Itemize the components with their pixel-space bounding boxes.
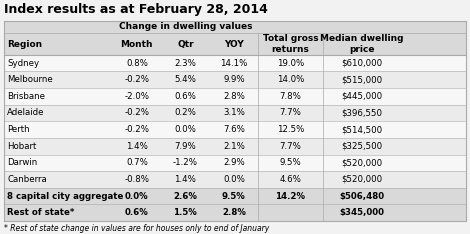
- Text: 5.4%: 5.4%: [174, 75, 196, 84]
- Text: Qtr: Qtr: [177, 40, 194, 48]
- Text: Melbourne: Melbourne: [7, 75, 53, 84]
- Text: -0.8%: -0.8%: [125, 175, 149, 184]
- Text: 2.8%: 2.8%: [222, 208, 246, 217]
- Text: 1.4%: 1.4%: [174, 175, 196, 184]
- Bar: [4, 55, 466, 71]
- Text: 2.3%: 2.3%: [174, 58, 196, 68]
- Text: -0.2%: -0.2%: [125, 108, 149, 117]
- Bar: [4, 88, 466, 105]
- Bar: [4, 33, 466, 55]
- Bar: [4, 21, 466, 221]
- Text: 7.9%: 7.9%: [174, 142, 196, 151]
- Text: 7.8%: 7.8%: [280, 92, 301, 101]
- Text: Canberra: Canberra: [7, 175, 47, 184]
- Bar: [4, 21, 466, 33]
- Text: 9.5%: 9.5%: [222, 192, 246, 201]
- Text: YOY: YOY: [224, 40, 244, 48]
- Text: Sydney: Sydney: [7, 58, 39, 68]
- Text: $520,000: $520,000: [342, 175, 383, 184]
- Text: 0.7%: 0.7%: [126, 158, 148, 167]
- Text: -1.2%: -1.2%: [173, 158, 198, 167]
- Text: 19.0%: 19.0%: [277, 58, 304, 68]
- Text: Rest of state*: Rest of state*: [7, 208, 74, 217]
- Bar: [4, 138, 466, 154]
- Text: 14.1%: 14.1%: [220, 58, 248, 68]
- Text: 8 capital city aggregate: 8 capital city aggregate: [7, 192, 123, 201]
- Text: -2.0%: -2.0%: [125, 92, 149, 101]
- Text: 0.6%: 0.6%: [174, 92, 196, 101]
- Text: $515,000: $515,000: [342, 75, 383, 84]
- Text: Region: Region: [7, 40, 42, 48]
- Text: Month: Month: [121, 40, 153, 48]
- Text: Brisbane: Brisbane: [7, 92, 45, 101]
- Text: Change in dwelling values: Change in dwelling values: [118, 22, 252, 31]
- Text: $610,000: $610,000: [342, 58, 383, 68]
- Text: 7.7%: 7.7%: [280, 142, 301, 151]
- Bar: [4, 105, 466, 121]
- Text: Adelaide: Adelaide: [7, 108, 45, 117]
- Text: 12.5%: 12.5%: [277, 125, 304, 134]
- Text: 4.6%: 4.6%: [280, 175, 301, 184]
- Text: -0.2%: -0.2%: [125, 75, 149, 84]
- Text: Hobart: Hobart: [7, 142, 36, 151]
- Text: 0.6%: 0.6%: [125, 208, 149, 217]
- Text: 1.4%: 1.4%: [126, 142, 148, 151]
- Text: 0.0%: 0.0%: [223, 175, 245, 184]
- Bar: [4, 188, 466, 205]
- Text: $325,500: $325,500: [342, 142, 383, 151]
- Text: 2.6%: 2.6%: [173, 192, 197, 201]
- Text: 2.8%: 2.8%: [223, 92, 245, 101]
- Bar: [4, 121, 466, 138]
- Text: $506,480: $506,480: [339, 192, 384, 201]
- Text: -0.2%: -0.2%: [125, 125, 149, 134]
- Text: Perth: Perth: [7, 125, 30, 134]
- Bar: [4, 154, 466, 171]
- Text: 1.5%: 1.5%: [173, 208, 197, 217]
- Text: $396,550: $396,550: [342, 108, 383, 117]
- Text: Darwin: Darwin: [7, 158, 37, 167]
- Text: 9.5%: 9.5%: [280, 158, 301, 167]
- Text: 9.9%: 9.9%: [223, 75, 245, 84]
- Text: $345,000: $345,000: [339, 208, 384, 217]
- Text: $445,000: $445,000: [342, 92, 383, 101]
- Text: Total gross
returns: Total gross returns: [263, 34, 318, 54]
- Text: 0.2%: 0.2%: [174, 108, 196, 117]
- Text: 0.0%: 0.0%: [125, 192, 149, 201]
- Text: $520,000: $520,000: [342, 158, 383, 167]
- Bar: [4, 71, 466, 88]
- Text: Index results as at February 28, 2014: Index results as at February 28, 2014: [4, 3, 268, 16]
- Text: 2.9%: 2.9%: [223, 158, 245, 167]
- Text: Median dwelling
price: Median dwelling price: [320, 34, 404, 54]
- Text: 14.2%: 14.2%: [275, 192, 306, 201]
- Text: * Rest of state change in values are for houses only to end of January: * Rest of state change in values are for…: [4, 224, 269, 233]
- Text: 0.0%: 0.0%: [174, 125, 196, 134]
- Bar: [4, 205, 466, 221]
- Text: 14.0%: 14.0%: [277, 75, 304, 84]
- Text: 2.1%: 2.1%: [223, 142, 245, 151]
- Text: 0.8%: 0.8%: [126, 58, 148, 68]
- Text: $514,500: $514,500: [342, 125, 383, 134]
- Text: 3.1%: 3.1%: [223, 108, 245, 117]
- Text: 7.7%: 7.7%: [280, 108, 301, 117]
- Bar: [4, 171, 466, 188]
- Text: 7.6%: 7.6%: [223, 125, 245, 134]
